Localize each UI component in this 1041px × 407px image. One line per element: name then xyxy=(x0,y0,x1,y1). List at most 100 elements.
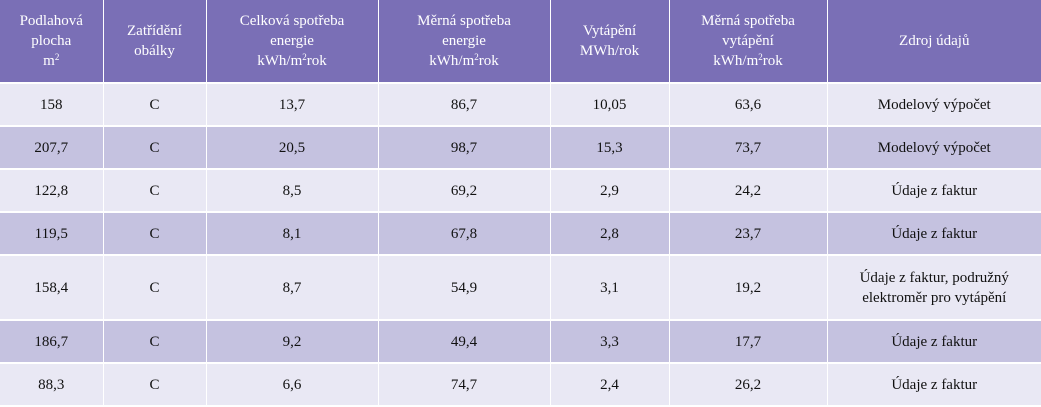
cell-source: Údaje z faktur xyxy=(827,320,1041,364)
cell-envelope: C xyxy=(103,212,207,256)
header-total-unit-sup: 2 xyxy=(302,52,307,62)
header-floor-area-unit: m2 xyxy=(4,51,99,71)
header-heating-line1: Vytápění xyxy=(582,23,637,39)
cell-source: Údaje z faktur xyxy=(827,169,1041,213)
header-specific-heating-unit: kWh/m2rok xyxy=(674,51,823,71)
cell-source-line: Modelový výpočet xyxy=(877,139,991,156)
cell-specific-heating: 63,6 xyxy=(669,83,828,127)
cell-specific: 54,9 xyxy=(378,255,551,321)
header-total-line2: energie xyxy=(270,33,314,49)
cell-source-line: Údaje z faktur xyxy=(891,333,978,350)
cell-total: 8,1 xyxy=(206,212,379,256)
cell-total: 20,5 xyxy=(206,126,379,170)
table-row: 158,4 C 8,7 54,9 3,1 19,2 Údaje z faktur, podr… xyxy=(0,255,1041,321)
header-total-unit-a: kWh/m xyxy=(257,53,303,69)
cell-source-line: Údaje z faktur xyxy=(891,225,978,242)
header-envelope-class: Zatřídění obálky xyxy=(103,0,207,84)
header-data-source: Zdroj údajů xyxy=(827,0,1041,84)
cell-envelope: C xyxy=(103,83,207,127)
cell-heating: 10,05 xyxy=(550,83,670,127)
header-specific-unit-a: kWh/m xyxy=(429,53,475,69)
header-envelope-line2: obálky xyxy=(134,43,175,59)
cell-source-line: elektroměr pro vytápění xyxy=(862,289,1007,306)
header-specific-unit: kWh/m2rok xyxy=(383,51,546,71)
cell-envelope: C xyxy=(103,363,207,407)
cell-envelope: C xyxy=(103,126,207,170)
header-specific-energy: Měrná spotřeba energie kWh/m2rok xyxy=(378,0,551,84)
table-row: 119,5 C 8,1 67,8 2,8 23,7 Údaje z faktur xyxy=(0,212,1041,256)
cell-source: Údaje z faktur xyxy=(827,363,1041,407)
cell-total: 9,2 xyxy=(206,320,379,364)
table-row: 207,7 C 20,5 98,7 15,3 73,7 Modelový výpočet xyxy=(0,126,1041,170)
header-total-unit-b: rok xyxy=(306,53,327,69)
cell-source: Údaje z faktur xyxy=(827,212,1041,256)
cell-specific: 98,7 xyxy=(378,126,551,170)
cell-specific-heating: 19,2 xyxy=(669,255,828,321)
cell-source: Modelový výpočet xyxy=(827,83,1041,127)
cell-specific: 74,7 xyxy=(378,363,551,407)
header-specific-heating-line2: vytápění xyxy=(722,33,774,49)
cell-specific: 49,4 xyxy=(378,320,551,364)
cell-total: 6,6 xyxy=(206,363,379,407)
cell-source: Modelový výpočet xyxy=(827,126,1041,170)
cell-total: 8,5 xyxy=(206,169,379,213)
cell-area: 186,7 xyxy=(0,320,104,364)
header-heating-line2: MWh/rok xyxy=(579,43,640,59)
cell-area: 122,8 xyxy=(0,169,104,213)
table-row: 122,8 C 8,5 69,2 2,9 24,2 Údaje z faktur xyxy=(0,169,1041,213)
cell-specific-heating: 73,7 xyxy=(669,126,828,170)
cell-heating: 3,3 xyxy=(550,320,670,364)
cell-source-line: Údaje z faktur xyxy=(891,182,978,199)
header-total-unit: kWh/m2rok xyxy=(211,51,374,71)
table-row: 158 C 13,7 86,7 10,05 63,6 Modelový výpočet xyxy=(0,83,1041,127)
header-specific-unit-sup: 2 xyxy=(474,52,479,62)
cell-envelope: C xyxy=(103,320,207,364)
cell-heating: 15,3 xyxy=(550,126,670,170)
header-floor-area-unit-sup: 2 xyxy=(54,52,60,62)
header-specific-unit-b: rok xyxy=(478,53,499,69)
cell-source: Údaje z faktur, podružný elektroměr pro v… xyxy=(827,255,1041,321)
header-specific-heating: Měrná spotřeba vytápění kWh/m2rok xyxy=(669,0,828,84)
header-total-line1: Celková spotřeba xyxy=(239,13,345,29)
header-specific-heating-unit-sup: 2 xyxy=(758,52,763,62)
cell-heating: 2,9 xyxy=(550,169,670,213)
header-envelope-line1: Zatřídění xyxy=(127,23,182,39)
cell-area: 119,5 xyxy=(0,212,104,256)
cell-heating: 2,8 xyxy=(550,212,670,256)
header-specific-heating-line1: Měrná spotřeba xyxy=(701,13,795,29)
header-source-line1: Zdroj údajů xyxy=(899,33,970,49)
table-body: 158 C 13,7 86,7 10,05 63,6 Modelový výpočet 207… xyxy=(0,83,1041,407)
cell-specific-heating: 23,7 xyxy=(669,212,828,256)
header-specific-line2: energie xyxy=(442,33,486,49)
header-row: Podlahová plocha m2 Zatřídění obálky Cel… xyxy=(0,0,1041,84)
cell-source-line: Údaje z faktur, podružný xyxy=(859,269,1009,286)
table-row: 88,3 C 6,6 74,7 2,4 26,2 Údaje z faktur xyxy=(0,363,1041,407)
cell-area: 207,7 xyxy=(0,126,104,170)
cell-heating: 2,4 xyxy=(550,363,670,407)
cell-specific: 86,7 xyxy=(378,83,551,127)
cell-area: 88,3 xyxy=(0,363,104,407)
header-specific-heating-unit-b: rok xyxy=(762,53,783,69)
cell-envelope: C xyxy=(103,255,207,321)
cell-specific-heating: 17,7 xyxy=(669,320,828,364)
header-floor-area-line2: plocha xyxy=(31,33,72,49)
header-total-energy: Celková spotřeba energie kWh/m2rok xyxy=(206,0,379,84)
cell-area: 158,4 xyxy=(0,255,104,321)
cell-specific: 69,2 xyxy=(378,169,551,213)
cell-source-line: Údaje z faktur xyxy=(891,376,978,393)
cell-specific-heating: 26,2 xyxy=(669,363,828,407)
header-specific-line1: Měrná spotřeba xyxy=(417,13,511,29)
header-floor-area-line1: Podlahová xyxy=(19,13,83,29)
cell-source-line: Modelový výpočet xyxy=(877,96,991,113)
cell-envelope: C xyxy=(103,169,207,213)
cell-area: 158 xyxy=(0,83,104,127)
cell-heating: 3,1 xyxy=(550,255,670,321)
cell-specific-heating: 24,2 xyxy=(669,169,828,213)
header-heating: Vytápění MWh/rok xyxy=(550,0,670,84)
header-specific-heating-unit-a: kWh/m xyxy=(713,53,759,69)
cell-total: 13,7 xyxy=(206,83,379,127)
header-floor-area: Podlahová plocha m2 xyxy=(0,0,104,84)
table-row: 186,7 C 9,2 49,4 3,3 17,7 Údaje z faktur xyxy=(0,320,1041,364)
header-floor-area-unit-base: m xyxy=(43,53,55,69)
